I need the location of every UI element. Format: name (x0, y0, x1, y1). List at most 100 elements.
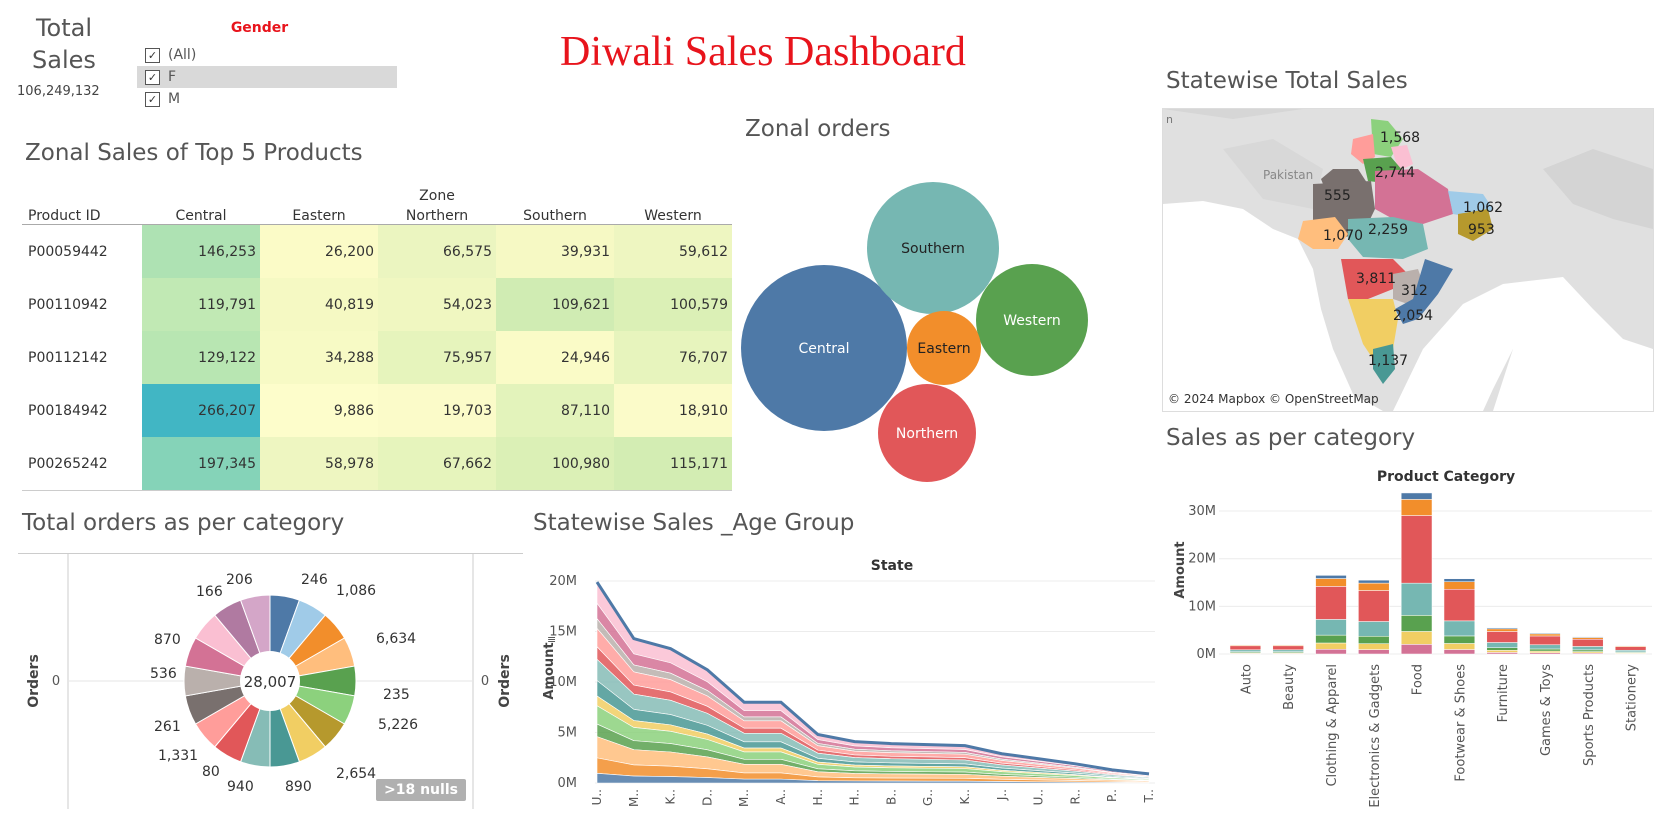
map-label: 3,811 (1356, 271, 1396, 287)
gender-option-m[interactable]: ✓ M (137, 88, 397, 110)
bubble-eastern[interactable] (907, 311, 981, 385)
bar-segment[interactable] (1315, 642, 1347, 650)
bar-segment[interactable] (1400, 499, 1433, 516)
bar-segment[interactable] (1443, 643, 1476, 650)
bar-segment[interactable] (1315, 575, 1347, 579)
product-id-cell: P00112142 (22, 331, 142, 384)
statewise-map[interactable]: n Pakistan 1,568 2,744 555 1,062 2,259 9… (1162, 108, 1654, 412)
y-tick-label: 15M (549, 625, 577, 640)
gender-option-all[interactable]: ✓ (All) (137, 44, 397, 66)
product-id-cell: P00110942 (22, 278, 142, 331)
bubble-central[interactable] (741, 265, 907, 431)
bar-segment[interactable] (1443, 635, 1476, 644)
age-group-chart-title: Statewise Sales _Age Group (533, 510, 855, 536)
bar-segment[interactable] (1229, 649, 1262, 652)
x-tick-label: K.. (664, 789, 678, 805)
bar-segment[interactable] (1572, 638, 1604, 647)
pie-label: 870 (154, 632, 181, 648)
bubble-label-central: Central (799, 341, 850, 357)
pie-label: 890 (285, 779, 312, 795)
bar-segment[interactable] (1315, 619, 1347, 636)
bar-segment[interactable] (1529, 644, 1561, 650)
col-header-northern: Northern (378, 204, 496, 225)
bar-segment[interactable] (1272, 644, 1304, 646)
bar-segment[interactable] (1486, 642, 1518, 648)
area-series[interactable] (596, 773, 1150, 784)
bar-segment[interactable] (1229, 645, 1262, 651)
bar-segment[interactable] (1486, 631, 1518, 643)
table-cell: 100,579 (614, 278, 732, 331)
bar-segment[interactable] (1400, 582, 1433, 616)
bar-segment[interactable] (1229, 644, 1262, 646)
table-cell: 129,122 (142, 331, 260, 384)
axis-zero-right: 0 (481, 674, 489, 689)
bar-segment[interactable] (1443, 620, 1476, 637)
table-cell: 26,200 (260, 224, 378, 278)
y-tick-label: 5M (558, 726, 578, 741)
bar-segment[interactable] (1400, 631, 1433, 645)
bar-segment[interactable] (1315, 586, 1347, 620)
bar-segment[interactable] (1529, 650, 1561, 653)
bar-segment[interactable] (1315, 649, 1347, 655)
bar-segment[interactable] (1272, 645, 1304, 651)
bubble-label-southern: Southern (901, 241, 965, 257)
map-label: 953 (1468, 222, 1495, 238)
nulls-badge[interactable]: >18 nulls (376, 779, 466, 801)
bubble-southern[interactable] (867, 182, 999, 314)
y-tick-label: 20M (1188, 552, 1216, 567)
bar-segment[interactable] (1529, 635, 1561, 646)
bar-segment[interactable] (1572, 646, 1604, 651)
bar-segment[interactable] (1443, 649, 1476, 655)
pie-label: 5,226 (378, 717, 418, 733)
bar-segment[interactable] (1400, 644, 1433, 655)
bar-segment[interactable] (1400, 615, 1433, 632)
bar-segment[interactable] (1486, 627, 1518, 630)
bar-segment[interactable] (1443, 581, 1476, 590)
map-canvas: n Pakistan 1,568 2,744 555 1,062 2,259 9… (1163, 109, 1653, 411)
bar-segment[interactable] (1358, 621, 1390, 637)
bar-segment[interactable] (1358, 636, 1390, 644)
bar-segment[interactable] (1529, 648, 1561, 652)
bar-segment[interactable] (1315, 634, 1347, 644)
bar-segment[interactable] (1614, 649, 1647, 653)
bar-segment[interactable] (1358, 579, 1390, 584)
x-tick-label: Footwear & Shoes (1453, 664, 1468, 782)
bar-segment[interactable] (1358, 582, 1390, 591)
bubble-label-western: Western (1003, 313, 1060, 329)
bar-segment[interactable] (1529, 632, 1561, 635)
bar-segment[interactable] (1486, 650, 1518, 653)
x-tick-label: U.. (590, 789, 604, 805)
bar-segment[interactable] (1486, 628, 1518, 632)
bar-segment[interactable] (1315, 578, 1347, 587)
y-tick-label: 0M (558, 776, 578, 791)
bar-segment[interactable] (1529, 633, 1561, 637)
bar-segment[interactable] (1358, 649, 1390, 655)
gender-option-f[interactable]: ✓ F (137, 66, 397, 88)
bar-segment[interactable] (1614, 645, 1647, 647)
x-tick-label: Auto (1239, 664, 1254, 694)
bar-segment[interactable] (1358, 643, 1390, 650)
bar-segment[interactable] (1400, 515, 1433, 584)
table-row: P00112142 129,122 34,288 75,957 24,946 7… (22, 331, 732, 384)
checkbox-m[interactable]: ✓ (145, 91, 160, 107)
checkbox-f[interactable]: ✓ (145, 69, 160, 85)
checkbox-all[interactable]: ✓ (145, 47, 160, 63)
bar-segment[interactable] (1443, 578, 1476, 582)
bar-segment[interactable] (1486, 647, 1518, 651)
bubble-western[interactable] (976, 264, 1088, 376)
map-label: 1,568 (1380, 130, 1420, 146)
map-edge-label: n (1166, 113, 1173, 126)
bar-segment[interactable] (1572, 636, 1604, 638)
sort-icon[interactable]: ≡ (547, 633, 556, 646)
bar-segment[interactable] (1272, 649, 1304, 652)
table-row: P00110942 119,791 40,819 54,023 109,621 … (22, 278, 732, 331)
bar-segment[interactable] (1572, 649, 1604, 652)
pie-label: 246 (301, 572, 328, 588)
bar-segment[interactable] (1443, 589, 1476, 622)
pie-label: 2,654 (336, 766, 376, 782)
bar-segment[interactable] (1400, 492, 1433, 500)
bar-segment[interactable] (1572, 637, 1604, 640)
bar-segment[interactable] (1614, 646, 1647, 651)
bar-segment[interactable] (1358, 590, 1390, 622)
bubble-northern[interactable] (878, 384, 976, 482)
